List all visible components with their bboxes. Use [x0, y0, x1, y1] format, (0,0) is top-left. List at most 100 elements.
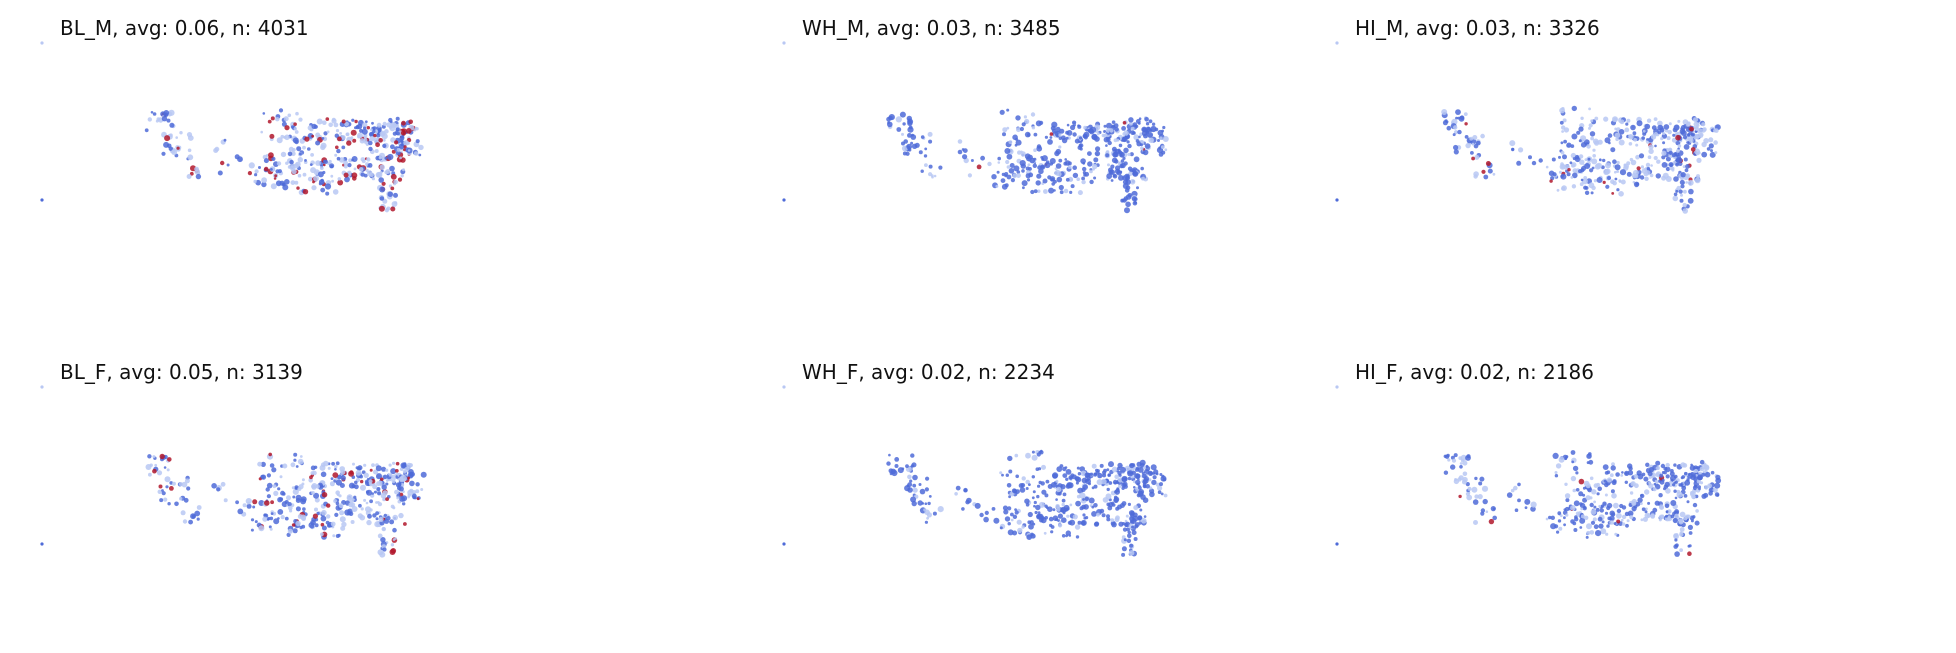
data-point: [1126, 140, 1130, 144]
data-point: [1663, 124, 1670, 130]
data-point: [1127, 193, 1133, 198]
data-point: [369, 468, 373, 472]
data-point: [1693, 117, 1698, 123]
data-point: [1574, 517, 1579, 522]
data-point: [213, 148, 219, 153]
data-point: [1121, 501, 1127, 506]
data-point: [1164, 148, 1168, 152]
data-point: [1135, 119, 1141, 124]
data-point: [1114, 127, 1119, 132]
data-point: [1144, 117, 1149, 122]
data-point: [266, 518, 270, 521]
data-point: [360, 172, 365, 177]
data-point: [1014, 510, 1019, 515]
data-point: [1672, 483, 1676, 487]
data-point: [1590, 191, 1594, 195]
data-point: [1099, 463, 1104, 468]
data-point: [1631, 506, 1637, 512]
data-point: [348, 470, 355, 477]
data-point: [293, 452, 298, 457]
data-point: [376, 473, 382, 480]
data-point: [1065, 469, 1072, 475]
data-point: [354, 484, 359, 490]
data-point: [1631, 481, 1634, 485]
data-point: [1020, 151, 1026, 157]
data-point: [1452, 133, 1456, 137]
data-point: [1614, 127, 1618, 131]
data-point: [338, 494, 342, 498]
data-point: [919, 488, 926, 495]
data-point: [338, 157, 345, 163]
data-point: [280, 515, 285, 520]
data-point: [1552, 172, 1557, 177]
data-point: [1680, 172, 1686, 178]
data-point: [984, 510, 989, 515]
data-point: [1606, 477, 1612, 483]
data-point: [1670, 469, 1674, 473]
data-point: [1041, 157, 1045, 161]
data-point: [1012, 173, 1018, 179]
data-point: [1453, 144, 1459, 151]
data-point: [1060, 484, 1066, 490]
data-point: [938, 165, 943, 170]
data-point: [297, 487, 302, 491]
data-point: [334, 464, 338, 469]
data-point: [1524, 498, 1531, 505]
data-point: [1016, 173, 1021, 179]
data-point: [1679, 511, 1686, 518]
data-point: [1065, 130, 1069, 135]
data-point: [1510, 488, 1515, 493]
data-point: [1028, 483, 1031, 486]
data-point: [373, 490, 377, 494]
data-point: [293, 163, 300, 169]
data-point: [284, 125, 290, 131]
data-point: [1125, 514, 1129, 518]
data-point: [398, 486, 404, 492]
data-point: [1462, 460, 1468, 466]
data-point: [1101, 513, 1106, 518]
data-point: [1055, 518, 1058, 522]
data-point: [1032, 522, 1036, 526]
data-point: [1660, 137, 1664, 141]
data-point: [378, 177, 385, 183]
data-point: [1033, 148, 1037, 152]
data-point: [343, 172, 349, 178]
data-point: [357, 132, 363, 139]
data-point: [1602, 158, 1606, 163]
data-point: [186, 174, 192, 179]
chart-panel-wh-m: WH_M, avg: 0.03, n: 3485: [782, 16, 1342, 256]
data-point: [1114, 474, 1119, 480]
data-point: [924, 147, 928, 151]
data-point: [914, 142, 920, 148]
data-point: [407, 495, 410, 499]
data-point: [217, 170, 223, 176]
data-point: [396, 131, 400, 136]
data-point: [1065, 477, 1069, 481]
data-point: [176, 146, 180, 150]
data-point: [1648, 148, 1654, 154]
data-point: [1450, 464, 1456, 470]
data-point: [154, 463, 158, 467]
data-point: [354, 480, 358, 485]
data-point: [1661, 478, 1665, 482]
data-point: [1441, 109, 1448, 115]
data-point: [1101, 478, 1107, 485]
data-point: [1575, 488, 1580, 492]
data-point: [288, 505, 293, 511]
data-point: [411, 493, 417, 499]
data-point: [1159, 473, 1163, 476]
data-point: [1127, 470, 1134, 477]
data-point: [1579, 526, 1583, 529]
data-point: [382, 121, 387, 126]
data-point: [400, 174, 404, 178]
data-point: [1643, 476, 1649, 482]
data-point: [1621, 505, 1627, 510]
data-point: [1663, 487, 1666, 491]
data-point: [1149, 488, 1155, 494]
data-point: [1000, 178, 1006, 184]
data-point: [279, 475, 283, 479]
data-point: [1570, 475, 1577, 482]
data-point: [1612, 159, 1617, 164]
data-point: [1142, 466, 1146, 470]
data-point: [1471, 156, 1475, 161]
